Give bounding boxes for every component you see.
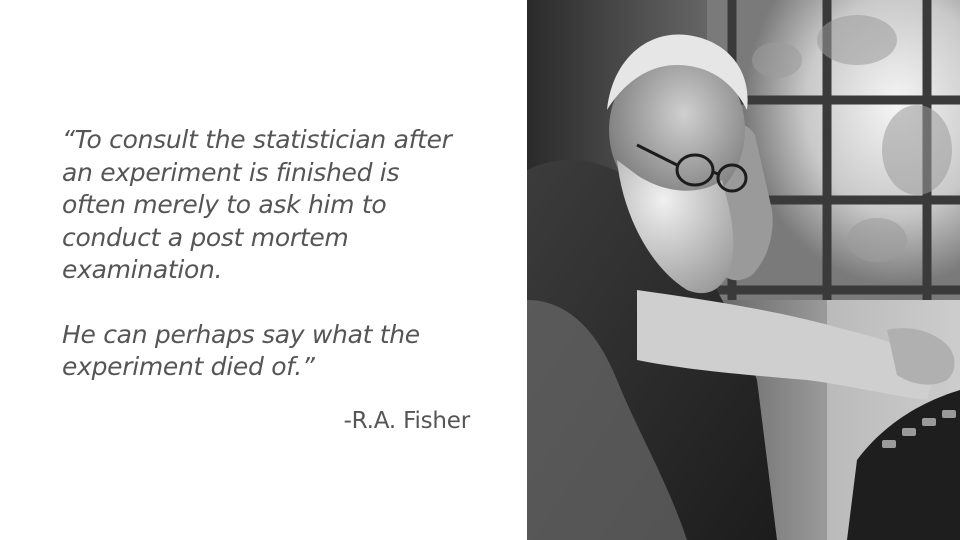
quote-text: “To consult the statistician after an ex… <box>62 124 482 384</box>
device-keys <box>882 410 956 448</box>
window-foliage <box>752 15 952 262</box>
quote-line: examination. <box>62 255 223 284</box>
quote-line: experiment died of.” <box>62 352 315 381</box>
quote-paragraph-2: He can perhaps say what the experiment d… <box>62 319 482 384</box>
quote-paragraph-1: “To consult the statistician after an ex… <box>62 124 482 287</box>
glasses-icon <box>636 143 748 193</box>
quote-attribution: -R.A. Fisher <box>343 408 471 434</box>
quote-line: “To consult the statistician after <box>62 125 452 154</box>
head <box>609 52 745 208</box>
quote-line: He can perhaps say what the <box>62 319 420 349</box>
device <box>847 390 960 540</box>
coat-pattern <box>527 300 687 540</box>
hair <box>607 34 748 110</box>
arm-sleeve <box>637 290 937 400</box>
quote-line: often merely to ask him to <box>62 190 387 219</box>
portrait-photo <box>527 0 960 540</box>
beard <box>617 160 734 294</box>
quote-line: conduct a post mortem <box>62 222 349 252</box>
hand <box>887 328 955 385</box>
portrait-illustration <box>527 0 960 540</box>
quote-line: an experiment is finished is <box>62 157 400 187</box>
